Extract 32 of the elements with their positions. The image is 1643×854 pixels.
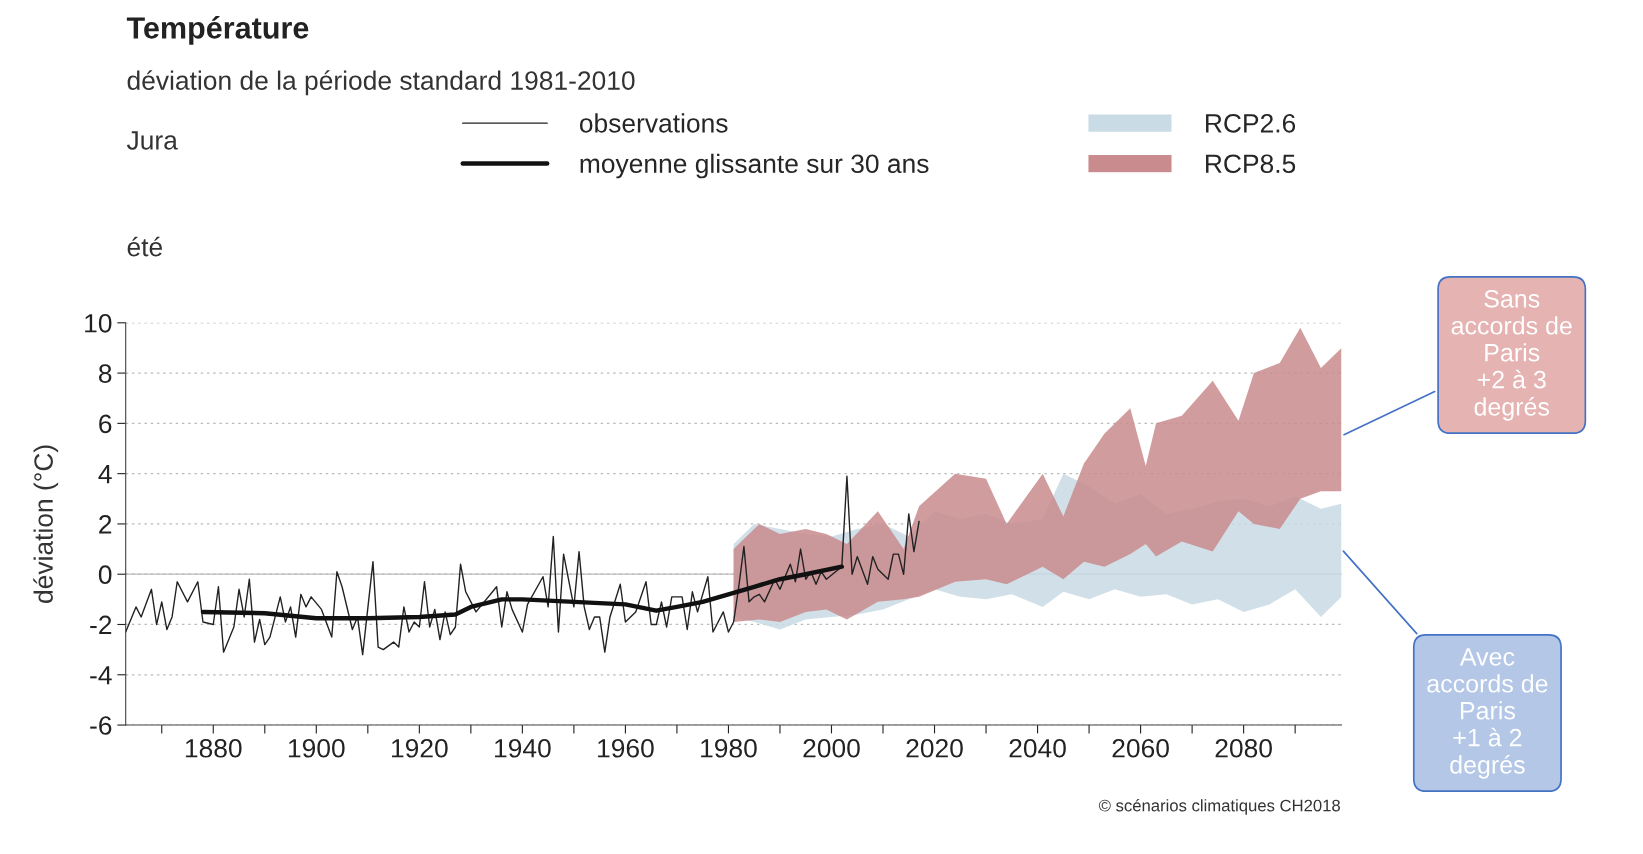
x-tick-label: 2020 bbox=[906, 738, 963, 758]
y-tick-label: 2 bbox=[99, 515, 112, 534]
annotation: Avec accords de Paris +1 à 2 degrés bbox=[1427, 648, 1548, 779]
x-tick-label: 2060 bbox=[1112, 738, 1169, 758]
y-tick-label: 10 bbox=[85, 313, 112, 333]
x-tick-label: 1940 bbox=[495, 738, 551, 758]
legend-label: moyenne glissante sur 30 ans bbox=[580, 153, 929, 179]
x-tick-label: 2080 bbox=[1215, 738, 1272, 758]
x-tick-label: 1900 bbox=[288, 738, 345, 758]
y-tick-label: 0 bbox=[98, 565, 112, 585]
annotation: Sans accords de Paris +2 à 3 degrés bbox=[1451, 289, 1572, 421]
x-tick-label: 1980 bbox=[701, 738, 757, 758]
y-axis-title: déviation (°C) bbox=[33, 445, 59, 603]
legend-label: RCP2.6 bbox=[1206, 113, 1296, 133]
text: © scénarios climatiques CH2018 bbox=[1098, 799, 1340, 815]
y-tick-label: -6 bbox=[90, 716, 112, 735]
y-tick-label: 8 bbox=[98, 364, 112, 383]
x-tick-label: 2000 bbox=[803, 738, 860, 758]
chart-title: Température bbox=[126, 16, 309, 45]
x-tick-label: 1960 bbox=[598, 738, 654, 758]
x-tick-label: 1880 bbox=[185, 738, 242, 758]
y-tick-label: -2 bbox=[90, 615, 112, 635]
y-tick-label: -4 bbox=[90, 666, 112, 685]
legend-label: RCP8.5 bbox=[1206, 154, 1296, 174]
legend-label: observations bbox=[579, 113, 728, 133]
text: été bbox=[127, 236, 163, 257]
x-tick-label: 1920 bbox=[392, 738, 448, 758]
x-tick-label: 2040 bbox=[1009, 738, 1066, 758]
text: Jura bbox=[126, 131, 178, 150]
chart-subtitle: déviation de la période standard 1981-2010 bbox=[127, 70, 635, 96]
y-tick-label: 6 bbox=[99, 414, 112, 434]
y-tick-label: 4 bbox=[98, 465, 112, 484]
